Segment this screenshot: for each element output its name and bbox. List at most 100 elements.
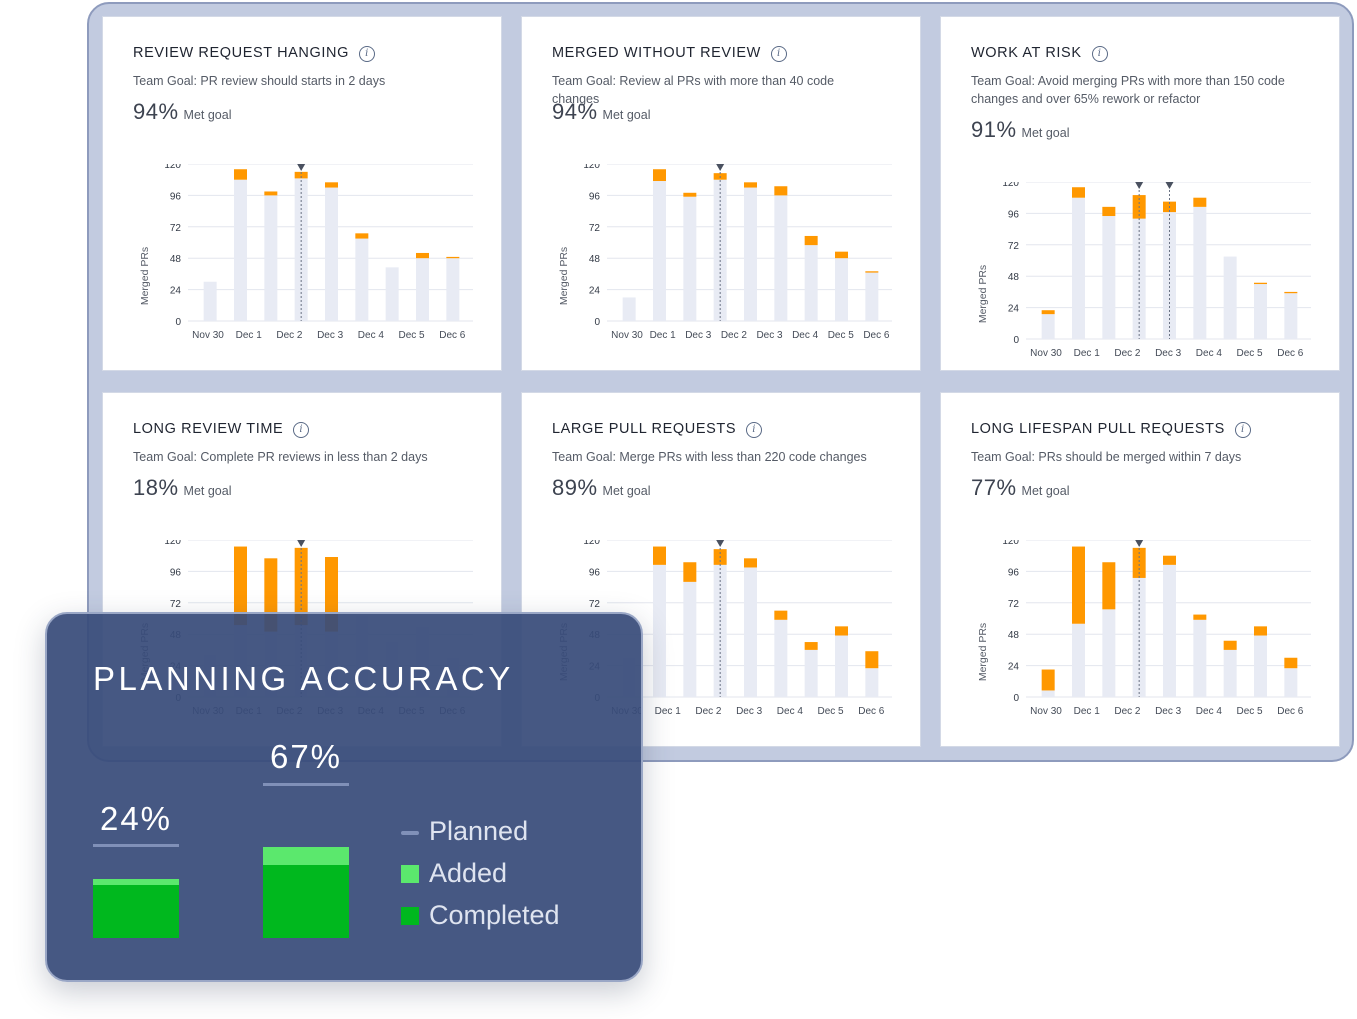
bar-top	[264, 191, 278, 196]
bar-base	[713, 179, 727, 321]
bar-chart: 0 24 48 72 96 120 Merged PRs Nov 30 Dec 1 Dec 2 De…	[139, 164, 473, 341]
x-tick-label: Nov 30	[1030, 706, 1062, 717]
bar-top	[683, 192, 697, 197]
planning-bar-1-completed	[93, 884, 179, 938]
marker-triangle-icon	[1135, 540, 1144, 547]
card-goal: Team Goal: Avoid merging PRs with more t…	[971, 74, 1285, 106]
info-icon[interactable]: i	[1234, 422, 1251, 438]
info-icon[interactable]: i	[293, 422, 310, 438]
y-tick-label: 120	[583, 540, 600, 547]
bar-top	[865, 651, 879, 669]
x-tick-label: Dec 5	[1237, 348, 1264, 359]
bar-base	[774, 195, 788, 321]
bar-top	[804, 235, 818, 246]
bar-top	[1254, 626, 1267, 636]
bar-base	[355, 238, 369, 321]
planning-accuracy-title: PLANNING ACCURACY	[93, 660, 514, 697]
bar-top	[234, 169, 247, 180]
bar-top	[804, 642, 818, 650]
y-tick-label: 48	[1008, 272, 1020, 283]
info-icon[interactable]: i	[770, 46, 787, 62]
planning-bar-2-completed	[263, 864, 349, 938]
x-tick-label: Dec 1	[1074, 348, 1101, 359]
card-title-text: LONG REVIEW TIME	[133, 421, 284, 437]
bar-base	[203, 281, 217, 321]
y-tick-label: 24	[1008, 662, 1020, 673]
card-pct-value: 89%	[552, 475, 598, 500]
bar-top	[1163, 555, 1176, 565]
planning-bar-2-added	[263, 846, 349, 865]
y-tick-label: 72	[170, 223, 182, 234]
bar-top	[1193, 614, 1207, 620]
x-tick-label: Dec 3	[317, 330, 344, 341]
bar-top	[774, 610, 788, 620]
bar-top	[653, 546, 666, 565]
x-tick-label: Dec 5	[818, 706, 845, 717]
bar-top	[835, 251, 848, 259]
x-tick-label: Dec 3	[1155, 706, 1182, 717]
legend-completed-label: Completed	[429, 900, 560, 930]
card-goal: Team Goal: PRs should be merged within 7…	[971, 450, 1242, 464]
y-tick-label: 120	[583, 164, 600, 171]
bar-top	[355, 233, 369, 239]
bar-top	[1284, 291, 1298, 294]
marker-triangle-icon	[297, 164, 306, 171]
y-tick-label: 96	[1008, 209, 1020, 220]
bar-base	[234, 179, 247, 321]
planning-bar-1-added	[93, 878, 179, 885]
y-tick-label: 0	[1013, 335, 1019, 346]
bar-top	[865, 271, 879, 273]
card-long-lifespan-pull-requests: LONG LIFESPAN PULL REQUESTS i Team Goal: P…	[940, 392, 1340, 747]
y-axis-label: Merged PRs	[139, 247, 151, 305]
bar-top	[835, 626, 848, 636]
y-axis-label: Merged PRs	[558, 247, 570, 305]
bar-top	[294, 547, 308, 626]
y-axis-label: Merged PRs	[977, 623, 989, 681]
bar-top	[653, 169, 666, 182]
x-tick-label: Dec 2	[1114, 706, 1141, 717]
bar-top	[1041, 310, 1055, 315]
y-tick-label: 48	[1008, 630, 1020, 641]
card-title-text: MERGED WITHOUT REVIEW	[552, 45, 761, 61]
bar-base	[1284, 668, 1298, 697]
info-icon[interactable]: i	[746, 422, 763, 438]
legend-planned: Planned	[401, 816, 528, 847]
bar-base	[683, 196, 697, 321]
bar-base	[653, 564, 666, 697]
bar-top	[774, 186, 788, 196]
bar-base	[683, 581, 697, 697]
bar-top	[1041, 669, 1055, 691]
y-tick-label: 72	[1008, 599, 1020, 610]
bar-base	[1102, 216, 1116, 339]
card-title: MERGED WITHOUT REVIEW i	[552, 45, 787, 62]
card-merged-without-review: MERGED WITHOUT REVIEW i Team Goal: Review …	[521, 16, 921, 371]
bar-base	[1223, 256, 1237, 339]
bar-base	[774, 619, 788, 697]
x-tick-label: Dec 6	[863, 330, 890, 341]
card-goal: Team Goal: Complete PR reviews in less t…	[133, 450, 428, 464]
marker-triangle-icon	[716, 540, 725, 547]
card-pct: 18% Met goal	[133, 475, 232, 501]
x-tick-label: Dec 6	[1277, 348, 1304, 359]
planning-bar-2-planned-line	[263, 783, 349, 786]
bar-base	[835, 258, 848, 321]
x-tick-label: Dec 1	[236, 330, 263, 341]
info-icon[interactable]: i	[358, 46, 375, 62]
bar-base	[865, 272, 879, 321]
bar-top	[683, 562, 697, 582]
x-tick-label: Nov 30	[192, 330, 224, 341]
x-tick-label: Dec 1	[655, 706, 682, 717]
card-pct-value: 94%	[552, 99, 598, 124]
x-tick-label: Dec 3	[736, 706, 763, 717]
card-title: LONG LIFESPAN PULL REQUESTS i	[971, 421, 1251, 438]
bar-base	[264, 195, 278, 321]
planning-bar-2-pct: 67%	[269, 738, 343, 775]
info-icon[interactable]: i	[1091, 46, 1108, 62]
card-pct-value: 91%	[971, 117, 1017, 142]
y-tick-label: 72	[1008, 241, 1020, 252]
card-title-text: LARGE PULL REQUESTS	[552, 421, 737, 437]
bar-top	[1223, 640, 1237, 650]
y-tick-label: 72	[170, 599, 182, 610]
y-tick-label: 24	[170, 286, 182, 297]
completed-square-icon	[401, 907, 419, 925]
